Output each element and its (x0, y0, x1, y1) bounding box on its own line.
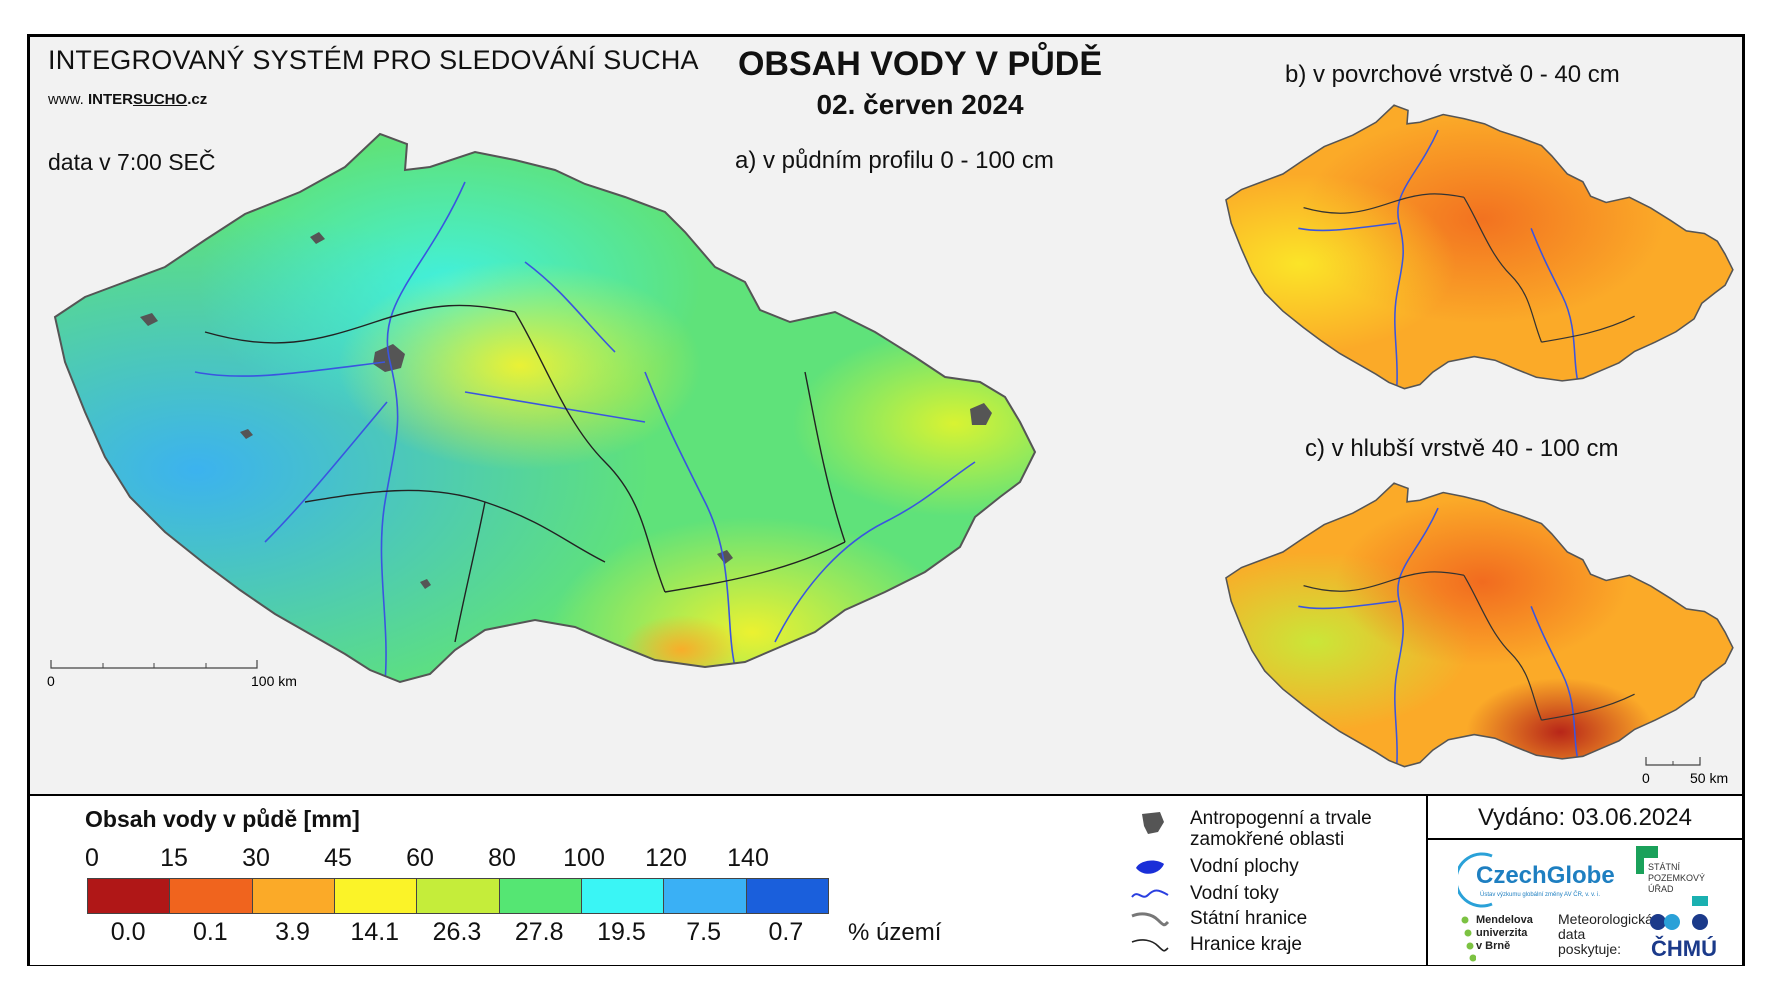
legend-swatch (252, 879, 335, 913)
website-link[interactable]: www. INTERSUCHO.cz (48, 91, 208, 108)
legend-swatch (170, 879, 253, 913)
state-border-icon (1130, 908, 1190, 930)
river-icon (1130, 883, 1190, 905)
legend-separator (1426, 796, 1428, 965)
legend-percent: 14.1 (350, 918, 400, 946)
legend-color-bar (87, 878, 829, 914)
legend-swatch (334, 879, 418, 913)
legend-area: Obsah vody v půdě [mm] 0 15 30 45 60 80 … (30, 794, 1742, 965)
legend-mm-ticks: 0 15 30 45 60 80 100 120 140 (30, 844, 930, 874)
legend-percent: 19.5 (597, 918, 646, 946)
main-map: 0 100 km (47, 133, 1036, 689)
region-border-icon (1130, 934, 1190, 956)
legend-percent-row: 0.0 0.1 3.9 14.1 26.3 27.8 19.5 7.5 0.7 (87, 918, 827, 947)
legend-swatch (417, 879, 500, 913)
chmu-symbol-icon (1650, 914, 1708, 930)
main-title: OBSAH VODY V PŮDĚ (737, 45, 1102, 83)
legend-tick: 120 (645, 844, 687, 872)
system-title: INTEGROVANÝ SYSTÉM PRO SLEDOVÁNÍ SUCHA (48, 45, 699, 75)
map-a-label: a) v půdním profilu 0 - 100 cm (735, 147, 1054, 174)
legend-percent: 27.8 (514, 918, 564, 946)
legend-percent: 26.3 (432, 918, 482, 946)
water-body-icon (1130, 856, 1190, 878)
issued-date: Vydáno: 03.06.2024 (1478, 804, 1692, 831)
symbol-row-river: Vodní toky (1130, 883, 1279, 905)
legend-tick: 45 (324, 844, 352, 872)
symbol-row-water: Vodní plochy (1130, 856, 1299, 878)
scale-start: 0 (47, 673, 55, 689)
small-scale-end: 50 km (1690, 770, 1728, 786)
scale-end: 100 km (251, 673, 297, 689)
map-b (1225, 104, 1734, 390)
small-scalebar: 0 50 km (1642, 757, 1728, 786)
legend-tick: 30 (242, 844, 270, 872)
data-time: data v 7:00 SEČ (48, 149, 216, 175)
chmu-logo[interactable]: Meteorologická data poskytuje: ČHMÚ (1558, 912, 1728, 962)
legend-tick: 140 (727, 844, 769, 872)
legend-percent-unit: % území (848, 919, 942, 946)
legend-swatch (499, 879, 582, 913)
legend-swatch (88, 879, 171, 913)
legend-tick: 80 (488, 844, 516, 872)
legend-percent: 3.9 (275, 918, 310, 946)
legend-percent: 0.0 (110, 918, 146, 946)
legend-tick: 0 (85, 844, 99, 872)
legend-swatch (746, 879, 828, 913)
main-scalebar: 0 100 km (47, 660, 297, 689)
legend-swatch (581, 879, 665, 913)
map-c (1225, 482, 1734, 768)
legend-tick: 15 (160, 844, 188, 872)
mendel-university-logo[interactable]: Mendelova univerzita v Brně (1460, 914, 1540, 962)
map-frame: INTEGROVANÝ SYSTÉM PRO SLEDOVÁNÍ SUCHA w… (27, 34, 1745, 966)
legend-tick: 100 (563, 844, 605, 872)
legend-swatch (664, 879, 747, 913)
legend-tick: 60 (406, 844, 434, 872)
legend-percent: 0.7 (768, 918, 804, 946)
legend-percent: 7.5 (686, 918, 722, 946)
map-c-label: c) v hlubší vrstvě 40 - 100 cm (1305, 435, 1619, 462)
main-date: 02. červen 2024 (816, 89, 1024, 120)
map-b-label: b) v povrchové vrstvě 0 - 40 cm (1285, 61, 1620, 88)
symbol-row-region-border: Hranice kraje (1130, 934, 1302, 956)
symbol-row-urban: Antropogenní a trvale zamokřené oblasti (1130, 808, 1372, 850)
symbol-row-state-border: Státní hranice (1130, 908, 1307, 930)
small-scale-start: 0 (1642, 770, 1650, 786)
legend-percent: 0.1 (192, 918, 228, 946)
czechglobe-logo[interactable]: CzechGlobe Ústav výzkumu globální změny … (1458, 848, 1615, 908)
urban-area-icon (1130, 808, 1190, 834)
legend-title: Obsah vody v půdě [mm] (85, 806, 360, 832)
spu-logo[interactable]: STÁTNÍ POZEMKOVÝ ÚŘAD (1630, 844, 1720, 914)
issued-box (1428, 796, 1742, 840)
